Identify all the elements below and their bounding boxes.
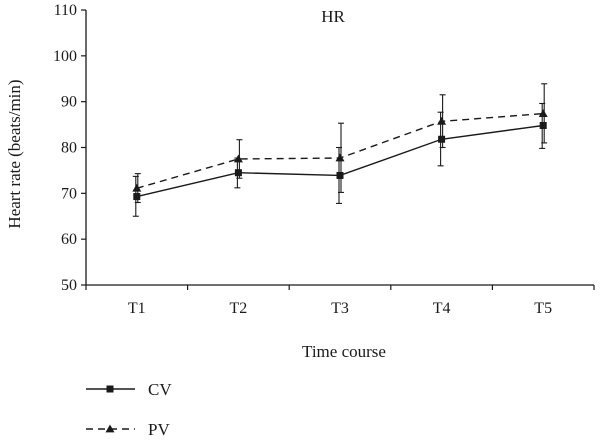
- y-tick-label: 80: [61, 140, 77, 157]
- y-tick-label: 70: [61, 185, 77, 202]
- legend-item-cv: CV: [86, 380, 172, 399]
- legend: CV PV: [86, 380, 172, 439]
- x-tick-label: T5: [534, 300, 552, 317]
- data-point: [133, 193, 141, 201]
- data-point: [538, 109, 548, 117]
- y-tick-label: 60: [61, 231, 77, 248]
- legend-item-pv: PV: [86, 420, 170, 439]
- legend-label: PV: [148, 420, 170, 439]
- x-tick-label: T4: [433, 300, 451, 317]
- data-point: [437, 116, 447, 125]
- data-point: [539, 122, 547, 129]
- data-point: [336, 171, 344, 179]
- data-point: [233, 154, 243, 163]
- data-point: [234, 169, 242, 177]
- axes: 50 60 70 80 90 100 110 T1 T2 T3 T4 T5: [53, 2, 595, 317]
- x-tick-label: T1: [128, 300, 146, 317]
- series-layer: [132, 83, 548, 217]
- y-axis-label: Heart rate (beats/min): [5, 79, 24, 228]
- x-tick-label: T3: [331, 300, 349, 317]
- x-axis-label: Time course: [302, 342, 386, 361]
- legend-marker: [105, 424, 115, 433]
- data-point: [132, 183, 142, 192]
- series-pv: [132, 83, 548, 204]
- y-tick-label: 110: [54, 2, 77, 19]
- legend-marker: [106, 385, 114, 393]
- data-point: [438, 135, 446, 143]
- y-tick-label: 90: [61, 94, 77, 111]
- y-tick-label: 100: [53, 48, 77, 65]
- x-tick-label: T2: [230, 300, 248, 317]
- data-point: [335, 153, 345, 162]
- chart-title: HR: [321, 7, 345, 26]
- legend-label: CV: [148, 380, 172, 399]
- y-tick-label: 50: [61, 277, 77, 294]
